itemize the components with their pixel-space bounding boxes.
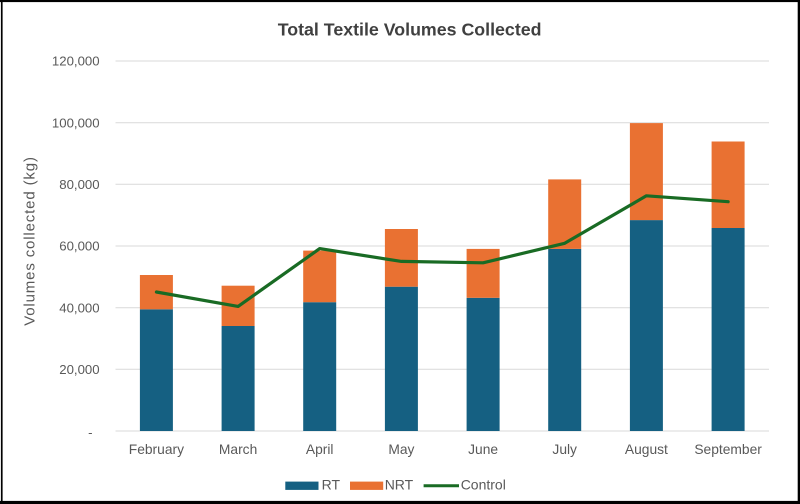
svg-text:Volumes collected (kg): Volumes collected (kg) [22,156,39,326]
svg-text:February: February [129,442,184,457]
svg-text:NRT: NRT [385,477,414,493]
svg-text:May: May [388,442,414,457]
svg-text:September: September [694,442,762,457]
svg-text:June: June [468,442,498,457]
svg-text:RT: RT [322,477,341,493]
svg-text:April: April [306,442,334,457]
svg-text:Total Textile Volumes Collecte: Total Textile Volumes Collected [278,20,542,40]
svg-text:100,000: 100,000 [52,115,100,130]
svg-text:60,000: 60,000 [59,239,99,254]
svg-text:August: August [625,442,668,457]
svg-text:March: March [219,442,257,457]
svg-text:120,000: 120,000 [52,54,100,69]
svg-text:Control: Control [461,477,506,493]
svg-text:40,000: 40,000 [59,300,99,315]
svg-text:20,000: 20,000 [59,362,99,377]
svg-text:July: July [552,442,577,457]
svg-text:80,000: 80,000 [59,177,99,192]
svg-text:-: - [88,425,92,440]
